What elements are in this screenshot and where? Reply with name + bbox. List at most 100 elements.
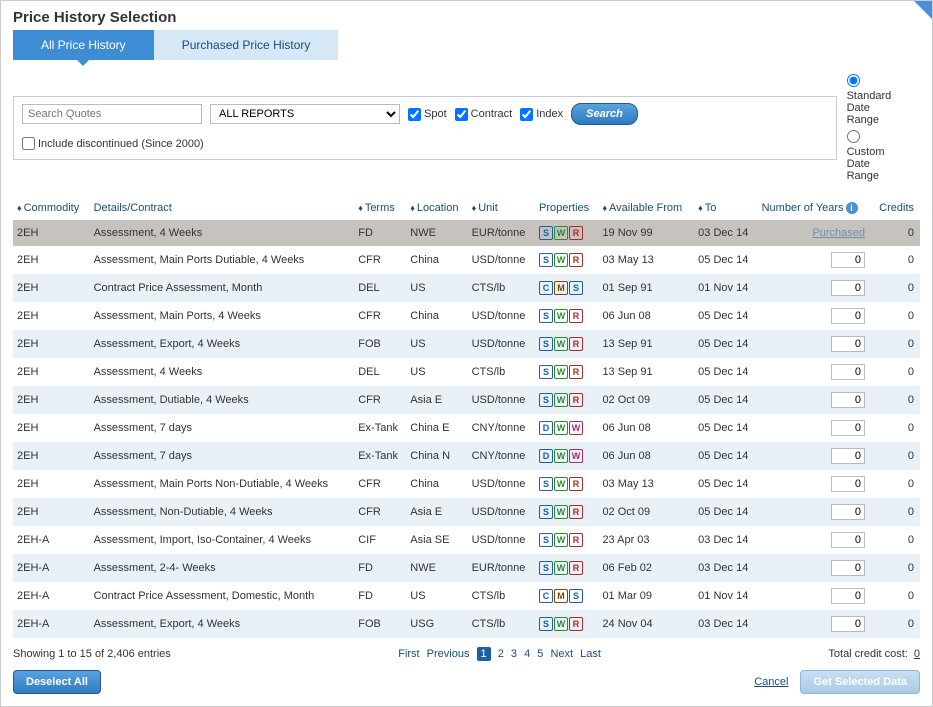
property-badge: S: [539, 337, 553, 351]
col-terms[interactable]: ♦Terms: [354, 196, 406, 220]
property-badge: W: [554, 309, 568, 323]
cell-properties: CMS: [535, 582, 598, 610]
standard-date-range[interactable]: Standard Date Range: [847, 72, 900, 128]
info-icon[interactable]: i: [846, 202, 858, 214]
page-4[interactable]: 4: [524, 648, 530, 660]
search-input[interactable]: [22, 104, 202, 124]
cancel-link[interactable]: Cancel: [754, 676, 788, 688]
page-3[interactable]: 3: [511, 648, 517, 660]
page-1[interactable]: 1: [477, 647, 491, 661]
property-badge: R: [569, 393, 583, 407]
table-row[interactable]: 2EH Assessment, Main Ports Non-Dutiable,…: [13, 470, 920, 498]
deselect-all-button[interactable]: Deselect All: [13, 670, 101, 694]
custom-date-range[interactable]: Custom Date Range: [847, 128, 900, 184]
years-input[interactable]: [831, 504, 865, 520]
page-first[interactable]: First: [398, 648, 419, 660]
table-row[interactable]: 2EH Assessment, 7 days Ex-Tank China E C…: [13, 414, 920, 442]
col-to[interactable]: ♦To: [694, 196, 757, 220]
cell-unit: CTS/lb: [468, 610, 535, 638]
page-next[interactable]: Next: [550, 648, 573, 660]
contract-checkbox[interactable]: [455, 108, 468, 121]
years-input[interactable]: [831, 532, 865, 548]
cell-details: Assessment, 4 Weeks: [90, 358, 355, 386]
col-unit[interactable]: ♦Unit: [468, 196, 535, 220]
table-row[interactable]: 2EH-A Contract Price Assessment, Domesti…: [13, 582, 920, 610]
page-prev[interactable]: Previous: [427, 648, 470, 660]
years-input[interactable]: [831, 308, 865, 324]
table-row[interactable]: 2EH Assessment, Non-Dutiable, 4 Weeks CF…: [13, 498, 920, 526]
index-checkbox-wrap[interactable]: Index: [520, 108, 563, 121]
search-button[interactable]: Search: [571, 103, 638, 125]
years-input[interactable]: [831, 476, 865, 492]
table-row[interactable]: 2EH-A Assessment, 2-4- Weeks FD NWE EUR/…: [13, 554, 920, 582]
get-selected-data-button[interactable]: Get Selected Data: [800, 670, 920, 694]
years-input[interactable]: [831, 252, 865, 268]
cell-properties: SWR: [535, 610, 598, 638]
col-location[interactable]: ♦Location: [406, 196, 467, 220]
table-row[interactable]: 2EH Contract Price Assessment, Month DEL…: [13, 274, 920, 302]
cell-details: Assessment, Export, 4 Weeks: [90, 330, 355, 358]
page-2[interactable]: 2: [498, 648, 504, 660]
years-input[interactable]: [831, 420, 865, 436]
index-checkbox[interactable]: [520, 108, 533, 121]
cell-unit: USD/tonne: [468, 302, 535, 330]
property-badge: W: [554, 393, 568, 407]
purchased-link[interactable]: Purchased: [812, 227, 865, 239]
include-discontinued-checkbox[interactable]: [22, 137, 35, 150]
table-row[interactable]: 2EH Assessment, Main Ports Dutiable, 4 W…: [13, 246, 920, 274]
cell-details: Assessment, 2-4- Weeks: [90, 554, 355, 582]
years-input[interactable]: [831, 364, 865, 380]
years-input[interactable]: [831, 588, 865, 604]
cell-credits: 0: [871, 302, 920, 330]
spot-checkbox-wrap[interactable]: Spot: [408, 108, 447, 121]
cell-to: 03 Dec 14: [694, 220, 757, 246]
cell-credits: 0: [871, 610, 920, 638]
table-row[interactable]: 2EH Assessment, Main Ports, 4 Weeks CFR …: [13, 302, 920, 330]
years-input[interactable]: [831, 392, 865, 408]
cell-credits: 0: [871, 274, 920, 302]
cell-commodity: 2EH: [13, 330, 90, 358]
contract-checkbox-wrap[interactable]: Contract: [455, 108, 513, 121]
property-badge: S: [539, 365, 553, 379]
include-discontinued-wrap[interactable]: Include discontinued (Since 2000): [22, 137, 204, 150]
years-input[interactable]: [831, 336, 865, 352]
table-row[interactable]: 2EH Assessment, 7 days Ex-Tank China N C…: [13, 442, 920, 470]
page-5[interactable]: 5: [537, 648, 543, 660]
table-row[interactable]: 2EH-A Assessment, Export, 4 Weeks FOB US…: [13, 610, 920, 638]
property-badge: R: [569, 505, 583, 519]
cell-commodity: 2EH: [13, 498, 90, 526]
cell-credits: 0: [871, 220, 920, 246]
cell-terms: CFR: [354, 246, 406, 274]
report-select[interactable]: ALL REPORTS: [210, 104, 400, 124]
property-badge: W: [554, 337, 568, 351]
spot-checkbox[interactable]: [408, 108, 421, 121]
table-row[interactable]: 2EH Assessment, Export, 4 Weeks FOB US U…: [13, 330, 920, 358]
property-badge: S: [569, 589, 583, 603]
cell-details: Assessment, Export, 4 Weeks: [90, 610, 355, 638]
cell-years: [758, 302, 871, 330]
cell-terms: FD: [354, 554, 406, 582]
table-row[interactable]: 2EH Assessment, 4 Weeks FD NWE EUR/tonne…: [13, 220, 920, 246]
col-properties[interactable]: Properties: [535, 196, 598, 220]
years-input[interactable]: [831, 280, 865, 296]
page-last[interactable]: Last: [580, 648, 601, 660]
cell-details: Assessment, Main Ports, 4 Weeks: [90, 302, 355, 330]
years-input[interactable]: [831, 448, 865, 464]
table-row[interactable]: 2EH-A Assessment, Import, Iso-Container,…: [13, 526, 920, 554]
cell-credits: 0: [871, 582, 920, 610]
col-available-from[interactable]: ♦Available From: [598, 196, 694, 220]
cell-unit: USD/tonne: [468, 498, 535, 526]
cell-years: [758, 582, 871, 610]
col-details[interactable]: Details/Contract: [90, 196, 355, 220]
pagination: First Previous 1 2 3 4 5 Next Last: [171, 648, 829, 660]
years-input[interactable]: [831, 560, 865, 576]
col-commodity[interactable]: ♦Commodity: [13, 196, 90, 220]
tab-purchased-price-history[interactable]: Purchased Price History: [154, 30, 339, 60]
table-row[interactable]: 2EH Assessment, Dutiable, 4 Weeks CFR As…: [13, 386, 920, 414]
close-icon[interactable]: [914, 1, 932, 19]
cell-details: Assessment, Main Ports Non-Dutiable, 4 W…: [90, 470, 355, 498]
tab-all-price-history[interactable]: All Price History: [13, 30, 154, 60]
property-badge: S: [569, 281, 583, 295]
years-input[interactable]: [831, 616, 865, 632]
table-row[interactable]: 2EH Assessment, 4 Weeks DEL US CTS/lb SW…: [13, 358, 920, 386]
